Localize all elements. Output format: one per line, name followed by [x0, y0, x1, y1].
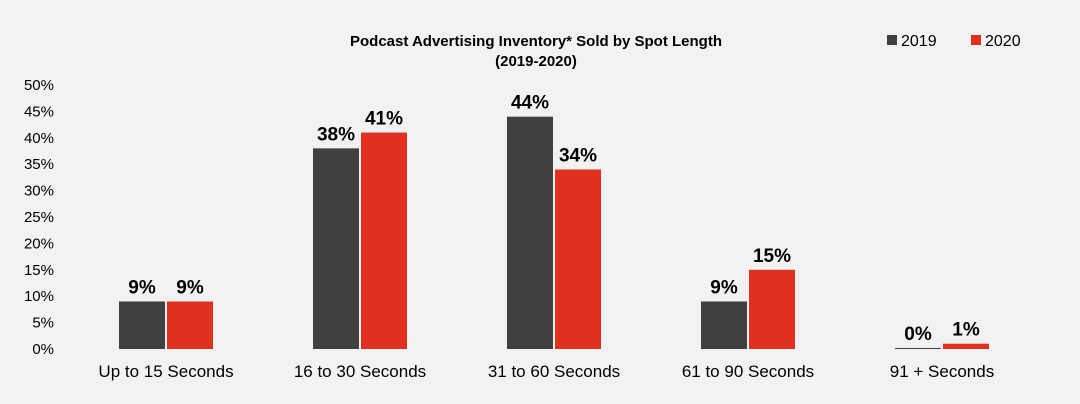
x-tick-label: 31 to 60 Seconds: [488, 362, 620, 381]
bar-2020-1: [167, 301, 213, 349]
chart-subtitle: (2019-2020): [495, 53, 577, 70]
legend: 2019 2020: [887, 33, 1021, 50]
data-label-2020-3: 34%: [559, 145, 597, 166]
bar-2020-3: [555, 169, 601, 349]
y-tick-label: 40%: [24, 130, 54, 147]
bar-2020-2: [361, 132, 407, 349]
bar-2020-5: [943, 343, 989, 349]
bar-2019-4: [701, 301, 747, 349]
y-tick-label: 45%: [24, 103, 54, 120]
bar-2020-4: [749, 269, 795, 349]
y-tick-label: 0%: [32, 341, 54, 358]
y-tick-label: 50%: [24, 77, 54, 94]
legend-label-2020: 2020: [985, 33, 1021, 50]
legend-swatch-2020: [971, 35, 981, 45]
bar-2019-2: [313, 148, 359, 349]
bar-2019-1: [119, 301, 165, 349]
x-tick-label: 91 + Seconds: [890, 362, 994, 381]
data-label-2019-1: 9%: [128, 277, 156, 298]
y-tick-label: 20%: [24, 235, 54, 252]
x-tick-label: 16 to 30 Seconds: [294, 362, 426, 381]
legend-swatch-2019: [887, 35, 897, 45]
bars: [119, 116, 989, 350]
data-labels: 9% 38% 44% 9% 0% 9% 41% 34% 15% 1%: [128, 93, 980, 345]
y-tick-label: 25%: [24, 209, 54, 226]
x-axis: Up to 15 Seconds 16 to 30 Seconds 31 to 60…: [98, 362, 994, 381]
bar-2019-3: [507, 116, 553, 350]
data-label-2019-3: 44%: [511, 93, 549, 114]
y-tick-label: 15%: [24, 262, 54, 279]
bar-2019-5: [895, 348, 941, 349]
y-tick-label: 35%: [24, 156, 54, 173]
x-tick-label: 61 to 90 Seconds: [682, 362, 814, 381]
y-tick-label: 5%: [32, 315, 54, 332]
data-label-2020-2: 41%: [365, 109, 403, 130]
data-label-2019-4: 9%: [710, 277, 738, 298]
data-label-2020-5: 1%: [952, 320, 980, 341]
data-label-2019-5: 0%: [904, 324, 932, 345]
data-label-2019-2: 38%: [317, 124, 355, 145]
legend-label-2019: 2019: [901, 33, 937, 50]
data-label-2020-4: 15%: [753, 246, 791, 267]
y-tick-label: 10%: [24, 288, 54, 305]
x-tick-label: Up to 15 Seconds: [98, 362, 233, 381]
chart-title: Podcast Advertising Inventory* Sold by S…: [350, 33, 722, 50]
y-axis: 0% 5% 10% 15% 20% 25% 30% 35% 40% 45% 50%: [24, 77, 54, 358]
data-label-2020-1: 9%: [176, 277, 204, 298]
y-tick-label: 30%: [24, 183, 54, 200]
